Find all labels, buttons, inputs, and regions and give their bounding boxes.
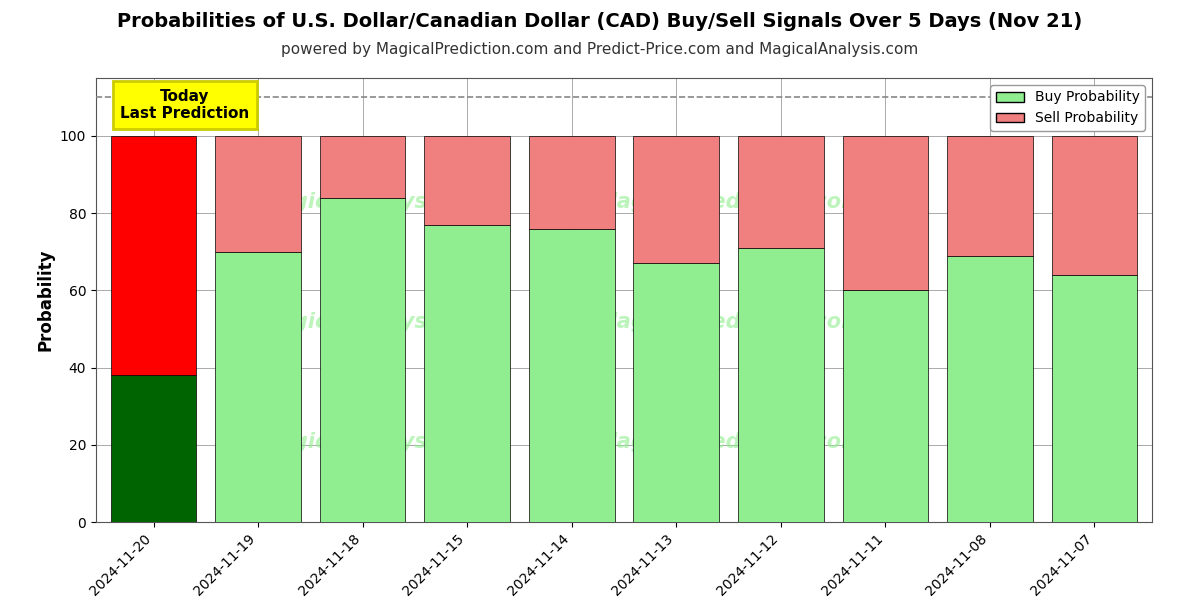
- Bar: [215, 252, 301, 522]
- Text: MagicalPrediction.com: MagicalPrediction.com: [596, 432, 863, 452]
- Bar: [425, 225, 510, 522]
- Legend: Buy Probability, Sell Probability: Buy Probability, Sell Probability: [990, 85, 1145, 131]
- Text: MagicalPrediction.com: MagicalPrediction.com: [596, 312, 863, 332]
- Bar: [947, 256, 1033, 522]
- Text: Today
Last Prediction: Today Last Prediction: [120, 89, 250, 121]
- Bar: [110, 136, 197, 375]
- Text: powered by MagicalPrediction.com and Predict-Price.com and MagicalAnalysis.com: powered by MagicalPrediction.com and Pre…: [281, 42, 919, 57]
- Text: MagicalPrediction.com: MagicalPrediction.com: [596, 193, 863, 212]
- Bar: [634, 136, 719, 263]
- Text: MagicalAnalysis.com: MagicalAnalysis.com: [259, 432, 504, 452]
- Bar: [738, 136, 823, 248]
- Bar: [1051, 136, 1138, 275]
- Bar: [842, 136, 929, 290]
- Bar: [634, 263, 719, 522]
- Bar: [947, 136, 1033, 256]
- Bar: [842, 290, 929, 522]
- Bar: [110, 375, 197, 522]
- Text: MagicalAnalysis.com: MagicalAnalysis.com: [259, 312, 504, 332]
- Y-axis label: Probability: Probability: [36, 249, 54, 351]
- Bar: [1051, 275, 1138, 522]
- Bar: [319, 136, 406, 197]
- Text: Probabilities of U.S. Dollar/Canadian Dollar (CAD) Buy/Sell Signals Over 5 Days : Probabilities of U.S. Dollar/Canadian Do…: [118, 12, 1082, 31]
- Text: MagicalAnalysis.com: MagicalAnalysis.com: [259, 193, 504, 212]
- Bar: [215, 136, 301, 252]
- Bar: [738, 248, 823, 522]
- Bar: [425, 136, 510, 225]
- Bar: [319, 197, 406, 522]
- Bar: [529, 136, 614, 229]
- Bar: [529, 229, 614, 522]
